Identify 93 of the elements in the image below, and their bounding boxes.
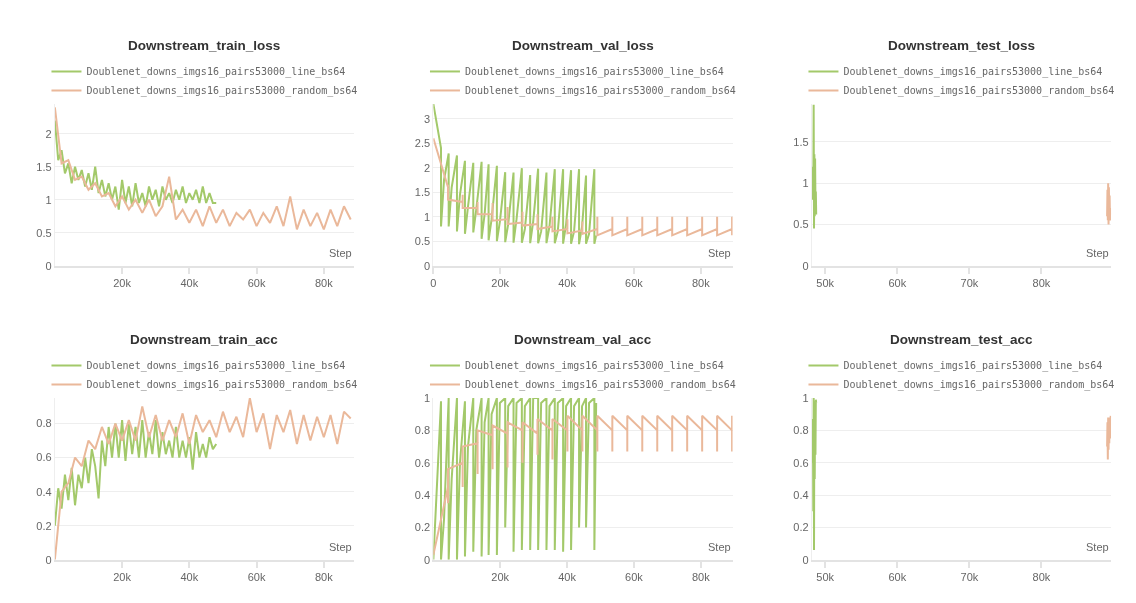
x-tick-label: 60k bbox=[625, 570, 644, 583]
legend-label: Doublenet_downs_imgs16_pairs53000_random_bs64 bbox=[464, 379, 736, 392]
y-tick-label: 0.8 bbox=[36, 417, 52, 430]
legend-label: Doublenet_downs_imgs16_pairs53000_line_bs64 bbox=[843, 360, 1103, 373]
y-tick-label: 1 bbox=[45, 193, 52, 206]
y-tick-label: 2.5 bbox=[414, 137, 431, 150]
y-tick-label: 0.6 bbox=[36, 451, 52, 464]
x-tick-label: 20k bbox=[491, 276, 510, 289]
y-tick-label: 1 bbox=[802, 391, 809, 404]
y-tick-label: 0.8 bbox=[414, 424, 431, 437]
y-tick-label: 2 bbox=[45, 127, 52, 140]
line-series bbox=[433, 398, 598, 560]
y-tick-label: 1.5 bbox=[414, 186, 431, 199]
line-series bbox=[54, 119, 218, 211]
x-axis-title: Step bbox=[329, 247, 352, 259]
chart-title: Downstream_train_loss bbox=[128, 38, 281, 53]
line-series bbox=[54, 398, 352, 560]
chart-title: Downstream_test_loss bbox=[888, 38, 1036, 53]
x-tick-label: 20k bbox=[113, 570, 132, 583]
x-axis-title: Step bbox=[708, 541, 731, 553]
legend-label: Doublenet_downs_imgs16_pairs53000_random_bs64 bbox=[843, 85, 1115, 98]
y-tick-label: 0.2 bbox=[414, 521, 431, 534]
legend-label: Doublenet_downs_imgs16_pairs53000_random_bs64 bbox=[86, 85, 358, 98]
y-tick-label: 0.2 bbox=[793, 521, 809, 534]
line-series bbox=[433, 414, 733, 556]
y-tick-label: 1.5 bbox=[36, 160, 52, 173]
line-series bbox=[1106, 182, 1112, 226]
y-tick-label: 0 bbox=[424, 553, 431, 566]
x-tick-label: 40k bbox=[558, 570, 577, 583]
y-tick-label: 2 bbox=[424, 161, 431, 174]
legend-label: Doublenet_downs_imgs16_pairs53000_line_bs64 bbox=[86, 66, 346, 79]
y-tick-label: 1 bbox=[424, 210, 431, 223]
x-axis-title: Step bbox=[708, 247, 731, 259]
x-tick-label: 50k bbox=[816, 276, 835, 289]
y-tick-label: 0.4 bbox=[414, 488, 431, 501]
x-tick-label: 80k bbox=[314, 570, 334, 583]
x-tick-label: 60k bbox=[247, 570, 266, 583]
y-tick-label: 0.4 bbox=[793, 488, 809, 501]
x-tick-label: 50k bbox=[816, 570, 835, 583]
y-tick-label: 0.5 bbox=[793, 218, 809, 231]
legend-label: Doublenet_downs_imgs16_pairs53000_random_bs64 bbox=[86, 379, 358, 392]
legend-label: Doublenet_downs_imgs16_pairs53000_line_bs64 bbox=[464, 66, 724, 79]
y-tick-label: 0.4 bbox=[36, 485, 52, 498]
line-series bbox=[433, 137, 733, 237]
x-tick-label: 80k bbox=[314, 276, 334, 289]
legend-label: Doublenet_downs_imgs16_pairs53000_line_bs64 bbox=[464, 360, 724, 373]
y-tick-label: 1.5 bbox=[793, 135, 809, 148]
chart-title: Downstream_val_acc bbox=[514, 332, 652, 347]
y-tick-label: 0.5 bbox=[36, 226, 52, 239]
y-tick-label: 1 bbox=[802, 177, 809, 190]
x-tick-label: 60k bbox=[888, 570, 907, 583]
x-tick-label: 20k bbox=[491, 570, 510, 583]
legend-label: Doublenet_downs_imgs16_pairs53000_random_bs64 bbox=[843, 379, 1115, 392]
y-tick-label: 0.5 bbox=[414, 235, 431, 248]
line-series bbox=[811, 398, 818, 552]
legend-label: Doublenet_downs_imgs16_pairs53000_line_bs64 bbox=[843, 66, 1103, 79]
x-tick-label: 40k bbox=[558, 276, 577, 289]
x-tick-label: 60k bbox=[247, 276, 266, 289]
legend-label: Doublenet_downs_imgs16_pairs53000_random_bs64 bbox=[464, 85, 736, 98]
x-tick-label: 70k bbox=[960, 570, 979, 583]
line-series bbox=[433, 104, 598, 246]
y-tick-label: 0 bbox=[45, 259, 52, 272]
y-tick-label: 0.8 bbox=[793, 424, 809, 437]
x-tick-label: 80k bbox=[1032, 570, 1051, 583]
y-tick-label: 0.2 bbox=[36, 519, 52, 532]
y-tick-label: 0.6 bbox=[414, 456, 431, 469]
line-series bbox=[1106, 414, 1112, 461]
x-tick-label: 80k bbox=[691, 276, 711, 289]
chart-title: Downstream_train_acc bbox=[130, 332, 279, 347]
x-tick-label: 40k bbox=[180, 570, 199, 583]
x-tick-label: 60k bbox=[625, 276, 644, 289]
x-tick-label: 20k bbox=[113, 276, 132, 289]
line-series bbox=[54, 106, 352, 231]
x-tick-label: 40k bbox=[180, 276, 199, 289]
x-axis-title: Step bbox=[1086, 541, 1109, 553]
x-tick-label: 70k bbox=[960, 276, 979, 289]
y-tick-label: 0 bbox=[802, 259, 809, 272]
chart-title: Downstream_test_acc bbox=[890, 332, 1034, 347]
x-tick-label: 80k bbox=[691, 570, 711, 583]
y-tick-label: 3 bbox=[424, 112, 431, 125]
line-series bbox=[811, 104, 818, 230]
legend-label: Doublenet_downs_imgs16_pairs53000_line_bs64 bbox=[86, 360, 346, 373]
y-tick-label: 0 bbox=[802, 553, 809, 566]
x-tick-label: 80k bbox=[1032, 276, 1051, 289]
x-axis-title: Step bbox=[1086, 247, 1109, 259]
y-tick-label: 0 bbox=[424, 259, 431, 272]
line-series bbox=[54, 419, 218, 527]
y-tick-label: 0 bbox=[45, 553, 52, 566]
x-tick-label: 60k bbox=[888, 276, 907, 289]
chart-title: Downstream_val_loss bbox=[512, 38, 654, 53]
y-tick-label: 1 bbox=[424, 391, 431, 404]
x-axis-title: Step bbox=[329, 541, 352, 553]
y-tick-label: 0.6 bbox=[793, 456, 809, 469]
